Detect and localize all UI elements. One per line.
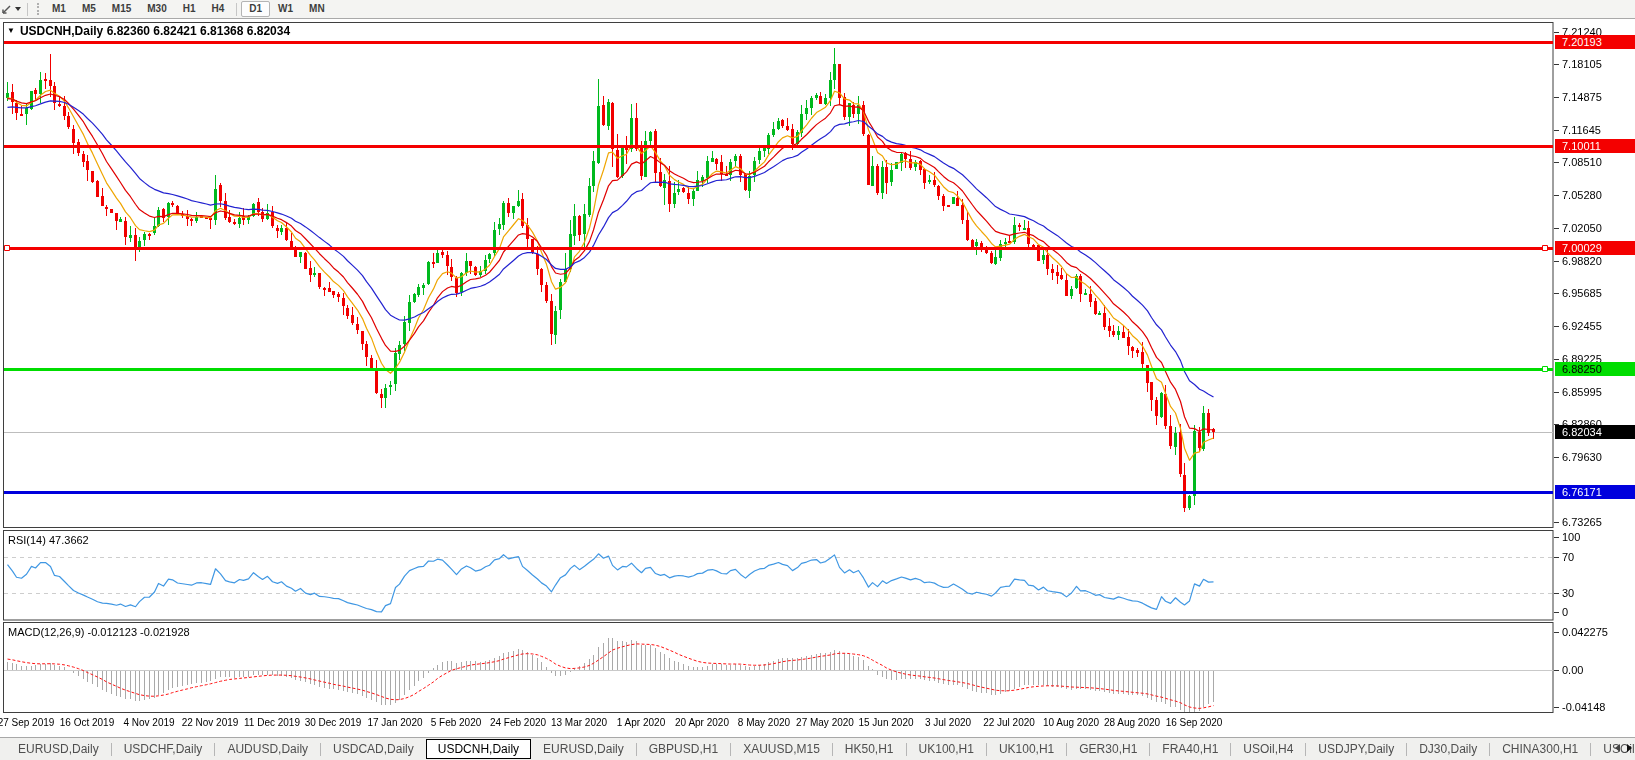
chart-title: ▼ USDCNH,Daily 6.82360 6.82421 6.81368 6.…: [7, 24, 290, 38]
level-price-badge: 7.20193: [1555, 35, 1635, 49]
price-axis-label: 7.02050: [1562, 222, 1602, 234]
level-price-badge: 6.76171: [1555, 485, 1635, 499]
level-price-badge: 7.00029: [1555, 241, 1635, 255]
bottom-tab-usoil-h4[interactable]: USOil,H4: [1231, 739, 1305, 759]
scroll-right-icon[interactable]: [1627, 744, 1632, 752]
timeframe-toolbar: M1M5M15M30H1H4 D1W1MN: [0, 0, 1635, 19]
timeframe-button-mn[interactable]: MN: [301, 1, 333, 17]
price-axis-label: 6.95685: [1562, 287, 1602, 299]
price-axis-label: 6.98820: [1562, 255, 1602, 267]
price-axis-label: 7.14875: [1562, 91, 1602, 103]
macd-scale-label: 0.042275: [1562, 626, 1608, 638]
level-price-badge: 6.88250: [1555, 362, 1635, 376]
timeframe-button-w1[interactable]: W1: [270, 1, 301, 17]
chart-ohlc: 6.82360 6.82421 6.81368 6.82034: [107, 24, 291, 38]
price-axis-label: 7.05280: [1562, 189, 1602, 201]
move-cursor-icon[interactable]: [1, 3, 13, 16]
timeframe-button-m1[interactable]: M1: [44, 1, 74, 17]
chart-canvas[interactable]: [0, 0, 1635, 760]
bottom-tab-uk100-h1[interactable]: UK100,H1: [987, 739, 1066, 759]
timeframe-button-h4[interactable]: H4: [204, 1, 233, 17]
symbol-dropdown-caret-icon[interactable]: ▼: [7, 26, 15, 35]
bottom-tab-usdcnh-daily[interactable]: USDCNH,Daily: [426, 739, 531, 759]
bottom-tab-uk100-h1[interactable]: UK100,H1: [907, 739, 986, 759]
price-axis-label: 7.08510: [1562, 156, 1602, 168]
chart-tab-bar: EURUSD,DailyUSDCHF,DailyAUDUSD,DailyUSDC…: [0, 737, 1635, 760]
rsi-scale-label: 100: [1562, 531, 1580, 543]
macd-scale-label: 0.00: [1562, 664, 1583, 676]
bottom-tab-china300-h1[interactable]: CHINA300,H1: [1490, 739, 1590, 759]
timeframe-button-m15[interactable]: M15: [104, 1, 139, 17]
toolbar-separator: [27, 3, 28, 16]
rsi-label: RSI(14) 47.3662: [8, 534, 89, 546]
rsi-scale-label: 30: [1562, 587, 1574, 599]
toolbar-grip[interactable]: [37, 3, 41, 15]
timeframe-button-m5[interactable]: M5: [74, 1, 104, 17]
time-axis-label: 16 Sep 2020: [1156, 717, 1232, 728]
rsi-scale-label: 70: [1562, 551, 1574, 563]
price-axis-label: 7.18105: [1562, 58, 1602, 70]
bottom-tab-usdcad-daily[interactable]: USDCAD,Daily: [321, 739, 426, 759]
bottom-tab-ger30-h1[interactable]: GER30,H1: [1067, 739, 1149, 759]
bottom-tab-gbpusd-h1[interactable]: GBPUSD,H1: [637, 739, 730, 759]
bottom-tab-audusd-daily[interactable]: AUDUSD,Daily: [215, 739, 320, 759]
bottom-tab-xauusd-m15[interactable]: XAUUSD,M15: [731, 739, 832, 759]
level-price-badge: 7.10011: [1555, 139, 1635, 153]
price-axis-label: 6.85995: [1562, 386, 1602, 398]
scroll-left-icon[interactable]: [1615, 744, 1620, 752]
macd-label: MACD(12,26,9) -0.012123 -0.021928: [8, 626, 190, 638]
bottom-tab-usdchf-daily[interactable]: USDCHF,Daily: [112, 739, 215, 759]
price-axis-label: 6.73265: [1562, 516, 1602, 528]
bottom-tab-usdjpy-daily[interactable]: USDJPY,Daily: [1306, 739, 1406, 759]
timeframe-button-h1[interactable]: H1: [175, 1, 204, 17]
toolbar-separator: [236, 3, 237, 16]
bottom-tab-fra40-h1[interactable]: FRA40,H1: [1150, 739, 1230, 759]
price-axis-label: 6.92455: [1562, 320, 1602, 332]
timeframe-buttons: M1M5M15M30H1H4 D1W1MN: [44, 1, 333, 17]
bottom-tab-dj30-daily[interactable]: DJ30,Daily: [1407, 739, 1489, 759]
timeframe-button-d1[interactable]: D1: [241, 1, 270, 17]
macd-scale-label: -0.04148: [1562, 701, 1605, 713]
timeframe-button-m30[interactable]: M30: [139, 1, 174, 17]
bid-price-badge: 6.82034: [1555, 425, 1635, 439]
price-axis-label: 7.11645: [1562, 124, 1601, 136]
price-axis-label: 6.79630: [1562, 451, 1602, 463]
bottom-tab-hk50-h1[interactable]: HK50,H1: [833, 739, 906, 759]
bottom-tab-eurusd-daily[interactable]: EURUSD,Daily: [6, 739, 111, 759]
dropdown-caret-icon[interactable]: [15, 7, 21, 11]
bottom-tab-eurusd-daily[interactable]: EURUSD,Daily: [531, 739, 636, 759]
rsi-scale-label: 0: [1562, 606, 1568, 618]
chart-symbol: USDCNH,Daily: [20, 24, 103, 38]
